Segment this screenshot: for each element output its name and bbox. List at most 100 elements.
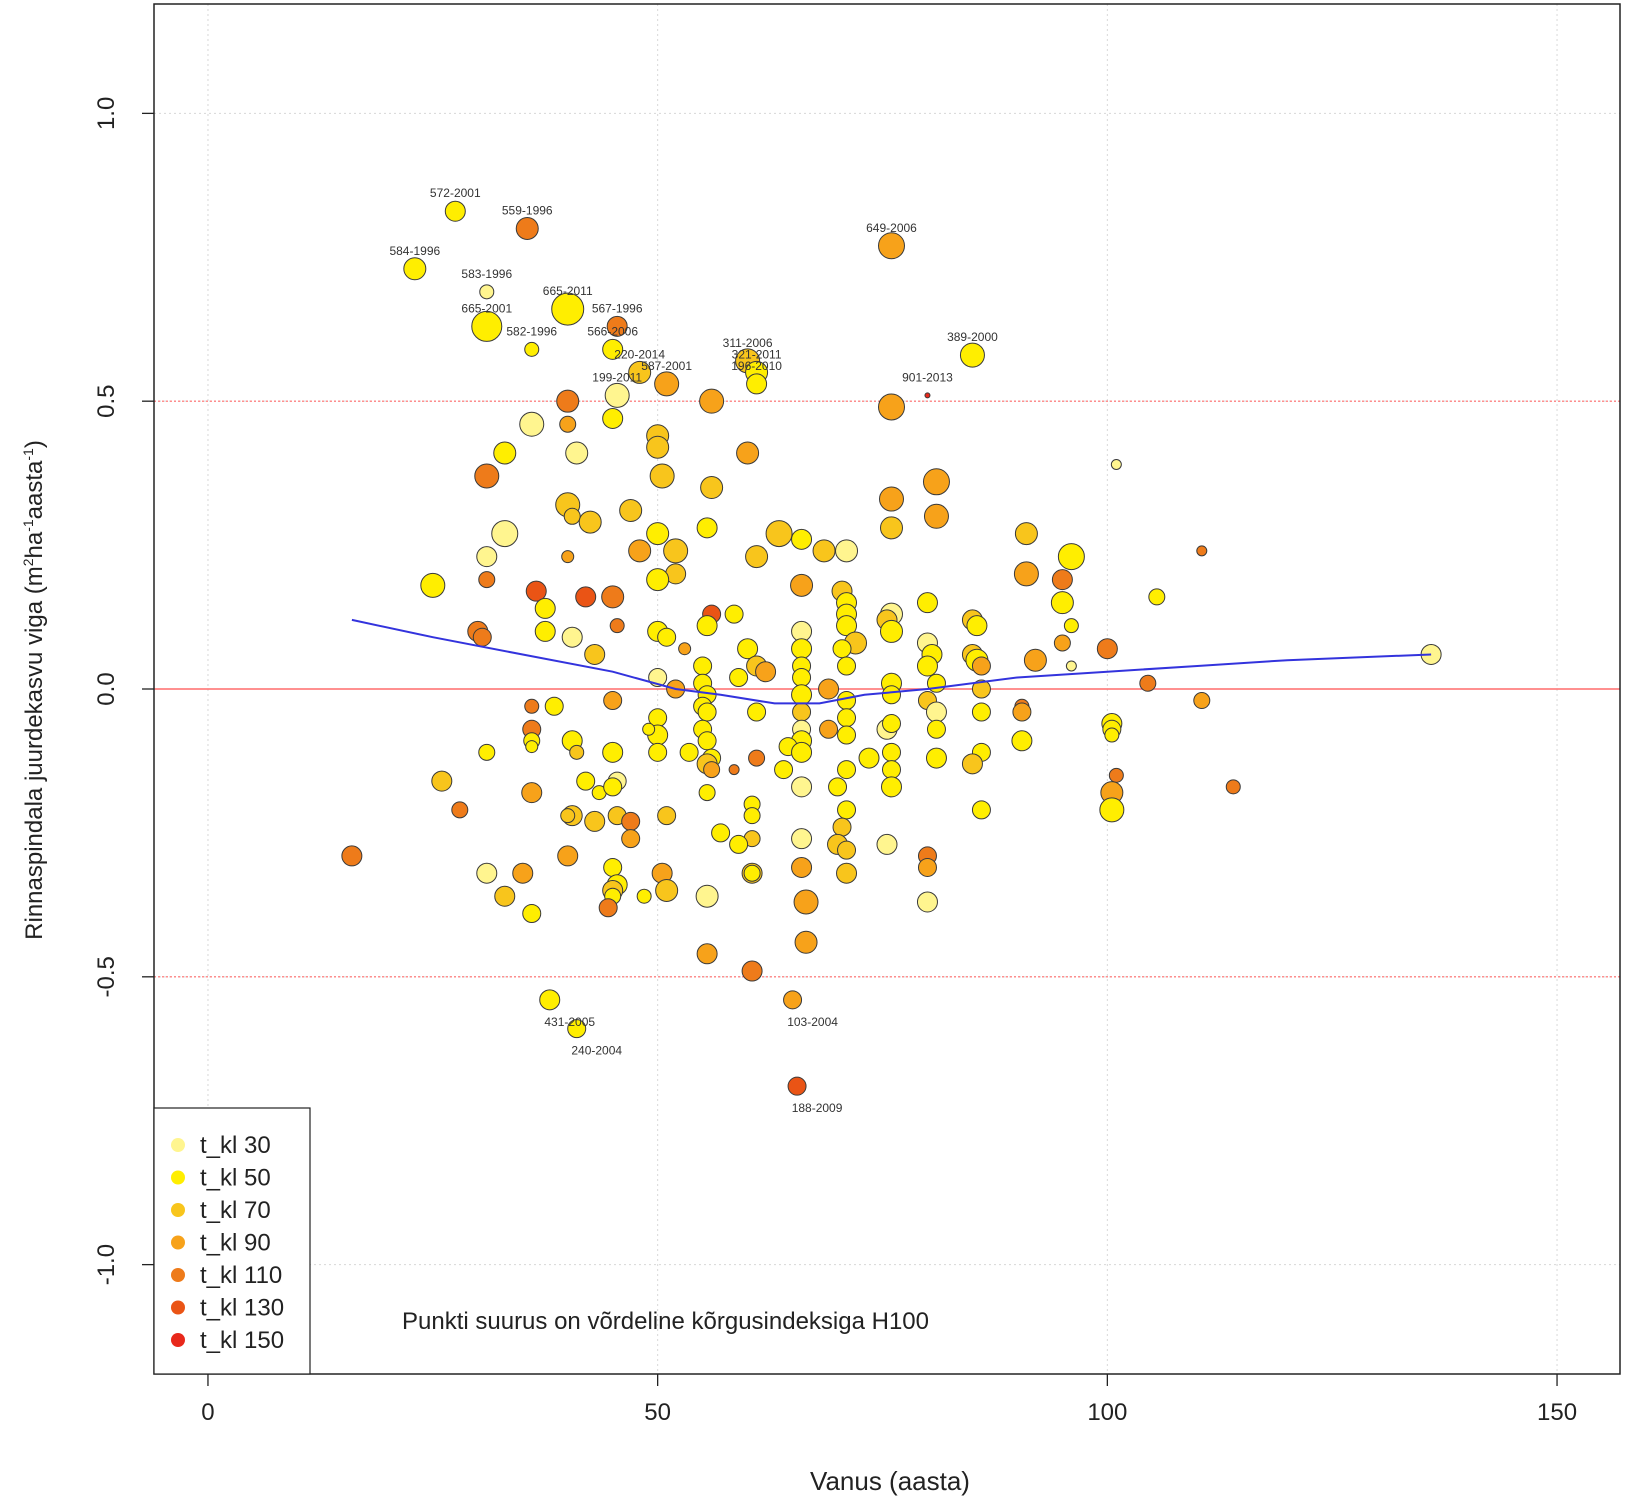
data-point bbox=[609, 618, 625, 634]
data-point bbox=[1096, 638, 1118, 660]
y-tick-label: -1.0 bbox=[93, 1244, 120, 1285]
data-point bbox=[524, 341, 540, 357]
legend: t_kl 30 t_kl 50 t_kl 70 t_kl 90 t_kl 110 t_kl… bbox=[153, 1107, 311, 1375]
point-label: 389-2000 bbox=[947, 330, 998, 344]
data-point bbox=[444, 200, 466, 222]
data-point bbox=[584, 643, 606, 665]
data-point bbox=[657, 806, 677, 826]
y-tick-label: 0.5 bbox=[93, 384, 120, 417]
y-label-sup2: -1 bbox=[20, 519, 36, 532]
data-point bbox=[699, 388, 725, 414]
y-axis: -1.0 -0.5 0.0 0.5 1.0 bbox=[93, 97, 154, 1285]
data-point bbox=[602, 741, 624, 763]
data-point bbox=[565, 441, 589, 465]
point-label: 199-2011 bbox=[592, 370, 642, 384]
data-point bbox=[832, 817, 852, 837]
data-point bbox=[604, 382, 630, 408]
legend-label: t_kl 90 bbox=[200, 1230, 271, 1257]
data-point bbox=[525, 580, 547, 602]
data-point bbox=[695, 884, 719, 908]
legend-label: t_kl 110 bbox=[200, 1262, 282, 1289]
data-point bbox=[679, 742, 699, 762]
data-point bbox=[479, 284, 495, 300]
data-point bbox=[1110, 459, 1122, 471]
data-point bbox=[837, 691, 857, 711]
point-label: 240-2004 bbox=[571, 1044, 622, 1058]
data-point bbox=[1065, 660, 1077, 672]
data-point bbox=[619, 499, 643, 523]
data-point bbox=[403, 257, 427, 281]
data-point bbox=[648, 742, 668, 762]
data-point bbox=[534, 620, 556, 642]
x-axis-label: Vanus (aasta) bbox=[810, 1466, 970, 1496]
point-label: 196-2010 bbox=[731, 359, 782, 373]
point-label: 103-2004 bbox=[787, 1015, 838, 1029]
data-point bbox=[790, 573, 814, 597]
data-point bbox=[880, 776, 902, 798]
data-point bbox=[602, 407, 624, 429]
data-point bbox=[1225, 779, 1241, 795]
data-point bbox=[598, 898, 618, 918]
data-point bbox=[835, 539, 859, 563]
data-point bbox=[539, 989, 561, 1011]
data-point bbox=[917, 857, 937, 877]
data-point bbox=[584, 810, 606, 832]
data-point bbox=[1108, 767, 1124, 783]
data-point bbox=[971, 679, 991, 699]
data-point bbox=[646, 568, 670, 592]
data-point bbox=[837, 800, 857, 820]
point-label: 649-2006 bbox=[866, 221, 917, 235]
point-label: 559-1996 bbox=[502, 203, 553, 217]
y-label-prefix: Rinnaspindala juurdekasvu viga (m bbox=[21, 566, 48, 940]
data-point bbox=[741, 960, 763, 982]
data-point bbox=[636, 888, 652, 904]
x-tick-label: 100 bbox=[1087, 1399, 1127, 1426]
data-point bbox=[832, 639, 852, 659]
point-label: 567-1996 bbox=[592, 301, 643, 315]
data-point bbox=[837, 760, 857, 780]
data-point bbox=[556, 389, 580, 413]
point-label: 431-2005 bbox=[544, 1015, 595, 1029]
data-point bbox=[746, 373, 768, 395]
legend-marker bbox=[171, 1300, 185, 1315]
data-point bbox=[926, 719, 946, 739]
data-point bbox=[476, 862, 498, 884]
x-tick-label: 150 bbox=[1537, 1399, 1577, 1426]
data-point bbox=[748, 749, 766, 767]
data-point bbox=[1063, 618, 1079, 634]
data-point bbox=[561, 550, 575, 564]
data-point bbox=[472, 627, 492, 647]
trend-line-group bbox=[351, 618, 1432, 705]
data-point bbox=[551, 292, 585, 326]
data-point bbox=[693, 656, 713, 676]
data-point bbox=[524, 698, 540, 714]
data-point bbox=[836, 862, 858, 884]
data-point bbox=[663, 538, 689, 564]
y-axis-label: Rinnaspindala juurdekasvu viga (m2ha-1aa… bbox=[20, 440, 48, 940]
data-point bbox=[745, 545, 769, 569]
point-label: 188-2009 bbox=[792, 1101, 843, 1115]
data-point bbox=[525, 740, 539, 754]
point-label: 566-2006 bbox=[587, 324, 638, 338]
legend-marker bbox=[171, 1203, 185, 1217]
point-label: 587-2001 bbox=[641, 359, 692, 373]
data-point bbox=[563, 507, 581, 525]
data-point bbox=[601, 585, 625, 609]
point-label: 584-1996 bbox=[389, 244, 440, 258]
data-point bbox=[837, 840, 857, 860]
data-point bbox=[792, 702, 812, 722]
data-point bbox=[737, 638, 759, 660]
data-point bbox=[922, 468, 950, 496]
data-point bbox=[576, 771, 596, 791]
data-point bbox=[1053, 634, 1071, 652]
data-point bbox=[925, 747, 947, 769]
y-tick-label: 1.0 bbox=[93, 97, 120, 130]
data-point bbox=[791, 828, 813, 850]
data-point bbox=[700, 476, 724, 500]
data-point bbox=[646, 435, 670, 459]
data-point bbox=[697, 702, 717, 722]
data-point bbox=[837, 656, 857, 676]
point-label: 321-2011 bbox=[732, 347, 782, 361]
data-point bbox=[783, 990, 803, 1010]
data-point bbox=[678, 642, 692, 656]
